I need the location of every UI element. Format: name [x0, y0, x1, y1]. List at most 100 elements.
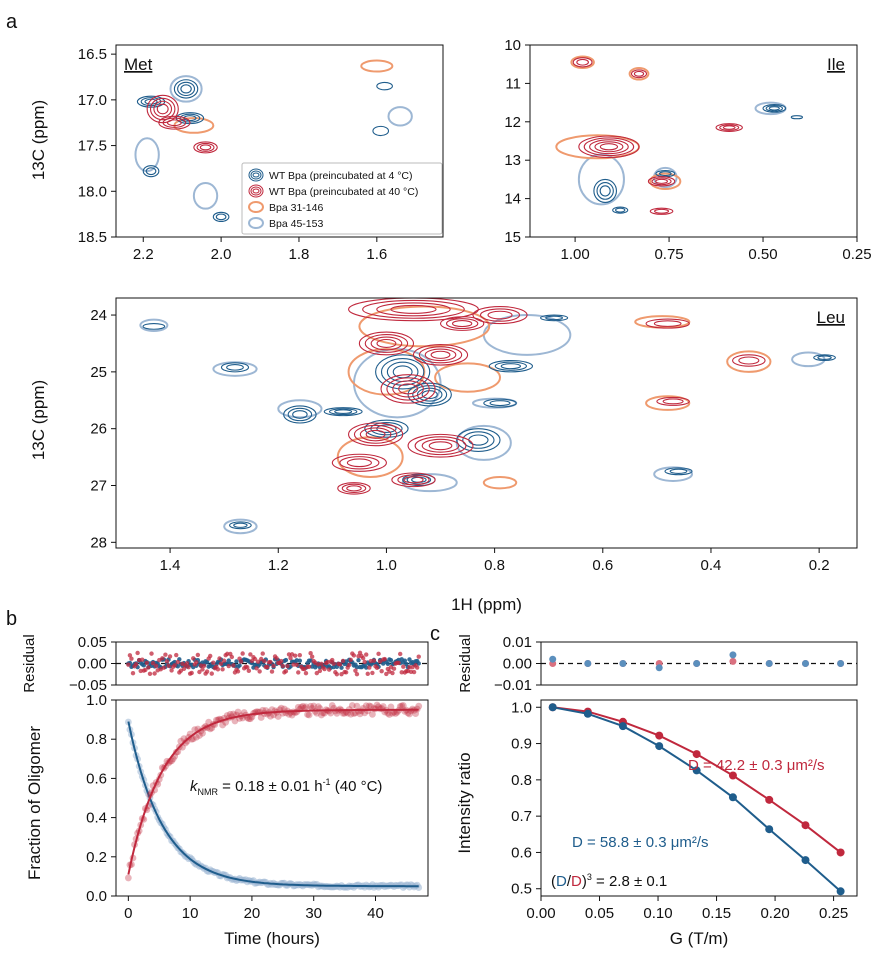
kin-res-point [160, 656, 165, 661]
diff-line [552, 706, 842, 854]
kin-res-point [356, 658, 361, 663]
diff-ytick-label: 1.0 [511, 699, 532, 716]
kin-point [206, 725, 214, 733]
kin-res-point [226, 658, 231, 663]
leu-peak-wt40 [365, 429, 386, 439]
kin-res-point [286, 652, 292, 657]
ile-peak-wt40 [572, 57, 593, 68]
ratio-sup: 3 [587, 872, 592, 882]
leu-peak-wt4 [334, 409, 353, 414]
kin-res-point [141, 663, 147, 668]
kin-point [223, 712, 231, 719]
diff-res-ytick-label: 0.00 [503, 656, 532, 673]
leu-peak-wt4 [226, 363, 244, 371]
kin-point [353, 702, 361, 710]
ile-peak-bpa31 [649, 172, 682, 191]
kin-res-point [189, 670, 194, 676]
leu-ytick-label: 24 [90, 307, 107, 324]
kin-res-point [360, 655, 366, 661]
kin-res-point [330, 657, 335, 663]
kin-point [314, 703, 322, 711]
ile-peak-wt4 [599, 185, 611, 197]
kin-fit-line [127, 708, 419, 875]
kin-res-point [258, 656, 264, 662]
met-peak-wt4 [180, 84, 192, 94]
leu-peak-wt40 [407, 433, 474, 458]
kin-res-point [181, 666, 187, 672]
leu-peak-wt40 [656, 396, 690, 406]
kin-res-point [288, 655, 293, 661]
diff-xtick-label: 0.00 [526, 905, 555, 922]
leu-peak-wt40 [418, 346, 463, 364]
leu-peak-wt4 [462, 431, 495, 449]
kin-res-point [364, 665, 369, 670]
ratio-open: ( [551, 873, 556, 890]
leu-peak-wt40 [331, 453, 387, 472]
kin-res-ytick-label: 0.00 [78, 656, 107, 673]
kin-point [347, 710, 355, 718]
kin-ytick-label: 0.6 [86, 770, 107, 787]
kin-res-point [240, 651, 245, 656]
kin-res-ytick-label: 0.05 [78, 634, 107, 651]
kin-point [373, 701, 381, 709]
leu-xtick-label: 0.2 [809, 557, 830, 574]
diff-res-ytick-label: 0.01 [503, 634, 532, 651]
met-xtick-label: 2.2 [133, 246, 154, 263]
leu-peak-bpa31 [434, 362, 502, 393]
diff-res-point [619, 660, 627, 667]
leu-peak-wt40 [424, 348, 457, 362]
kin-res-point [226, 663, 231, 669]
kin-xtick-label: 10 [182, 905, 199, 922]
ile-peak-wt4 [768, 106, 780, 111]
kin-res-point [384, 671, 389, 677]
kin-res-point [246, 668, 252, 674]
kin-res-point [354, 664, 360, 670]
kin-res-point [161, 665, 167, 670]
ile-xtick-label: 0.75 [654, 246, 683, 263]
met-peak-bpa45 [169, 75, 203, 103]
kin-point [219, 721, 226, 729]
met-peak-wt40 [153, 100, 173, 118]
leu-peak-wt40 [390, 304, 437, 314]
kin-point [304, 711, 311, 718]
kin-res-point [308, 651, 313, 656]
ratio-rest: = 2.8 ± 0.1 [592, 873, 667, 890]
kin-point [385, 711, 393, 718]
kin-point [234, 708, 242, 716]
kin-ytick-label: 0.0 [86, 888, 107, 905]
kin-res-point [225, 651, 230, 657]
leu-peak-wt40 [392, 380, 424, 398]
diff-res-ylabel: Residual [457, 634, 474, 692]
kin-res-point [238, 659, 244, 664]
diff-point [765, 795, 774, 804]
kin-res-point [204, 659, 210, 665]
leu-ytick-label: 25 [90, 364, 107, 381]
kin-res-point [353, 668, 358, 673]
ile-peak-wt40 [630, 69, 648, 79]
ile-peak-wt4 [658, 171, 672, 177]
kin-res-point [269, 669, 275, 674]
leu-peak-bpa31 [482, 475, 518, 490]
kin-res-point [396, 660, 401, 666]
leu-peak-wt40 [380, 374, 436, 404]
leu-peak-bpa45 [401, 473, 458, 493]
diff-xtick-label: 0.15 [702, 905, 731, 922]
kin-res-point [144, 660, 150, 666]
kin-res-point [382, 656, 387, 662]
legend-swatch [248, 217, 264, 229]
kin-res-point [220, 667, 225, 672]
kin-point [277, 704, 285, 712]
ile-peak-wt40 [583, 137, 635, 157]
leu-peak-wt40 [346, 458, 372, 468]
met-legend: WT Bpa (preincubated at 4 °C) WT Bpa (pre… [241, 162, 443, 235]
leu-peak-wt40 [339, 456, 380, 470]
kin-res-point [317, 668, 323, 674]
diff-label-blue: D = 58.8 ± 0.3 μm²/s [572, 834, 709, 851]
kin-res-point [146, 665, 151, 670]
kin-annotation: kNMR = 0.18 ± 0.01 h-1 (40 °C) [190, 777, 382, 797]
diff-xtick-label: 0.10 [643, 905, 672, 922]
kin-res-point [337, 662, 343, 667]
leu-peak-wt40 [376, 338, 397, 348]
met-peak-wt4 [142, 165, 160, 178]
kin-point [341, 709, 348, 717]
